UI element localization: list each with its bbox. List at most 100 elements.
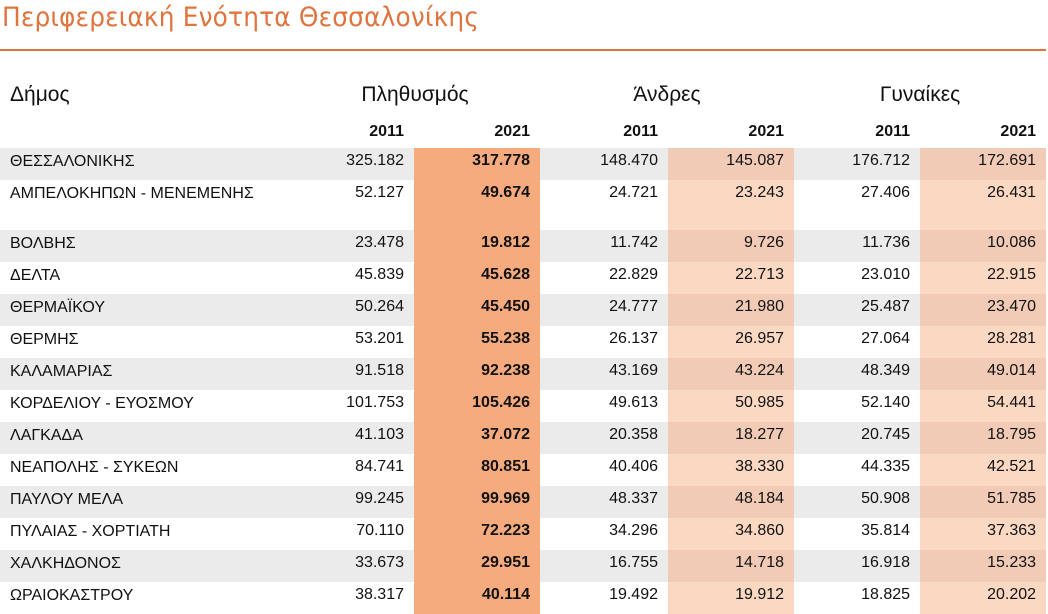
women-2011-cell: 11.736 (794, 230, 921, 262)
header-year: 2021 (748, 123, 785, 140)
women-2021-cell: 10.086 (920, 230, 1047, 262)
women-2011-cell: 50.908 (794, 486, 921, 518)
women-2021-cell: 23.470 (920, 294, 1047, 326)
women-2021-cell: 37.363 (920, 518, 1047, 550)
women-2021-cell: 172.691 (920, 148, 1047, 180)
municipality-cell: ΑΜΠΕΛΟΚΗΠΩΝ - ΜΕΝΕΜΕΝΗΣ (0, 180, 290, 230)
population-2021-cell: 80.851 (414, 454, 540, 486)
population-2021-cell: 37.072 (414, 422, 540, 454)
population-2011-cell: 23.478 (290, 230, 414, 262)
population-2011-cell: 101.753 (290, 390, 414, 422)
men-2021-cell: 14.718 (668, 550, 795, 582)
municipality-cell: ΠΥΛΑΙΑΣ - ΧΟΡΤΙΑΤΗ (0, 518, 290, 550)
table-row: ΠΑΥΛΟΥ ΜΕΛΑ 99.245 99.969 48.337 48.184 50.90… (0, 486, 1047, 518)
men-2021-cell: 38.330 (668, 454, 795, 486)
header-year: 2021 (1000, 123, 1037, 140)
population-2011-cell: 33.673 (290, 550, 414, 582)
men-2011-cell: 24.721 (540, 180, 668, 230)
header-year: 2011 (623, 123, 658, 140)
municipality-cell: ΠΑΥΛΟΥ ΜΕΛΑ (0, 486, 290, 518)
table-row: ΩΡΑΙΟΚΑΣΤΡΟΥ 38.317 40.114 19.492 19.912 18.8… (0, 582, 1047, 614)
header-municipality: Δήμος (10, 83, 70, 106)
women-2011-cell: 18.825 (794, 582, 921, 614)
header-year: 2011 (875, 123, 911, 140)
population-table: Δήμος Πληθυσμός Άνδρες Γυναίκες 2011 202… (0, 74, 1047, 614)
women-2011-cell: 52.140 (794, 390, 921, 422)
municipality-cell: ΩΡΑΙΟΚΑΣΤΡΟΥ (0, 582, 290, 614)
women-2011-cell: 27.406 (794, 180, 921, 230)
men-2011-cell: 48.337 (540, 486, 668, 518)
population-2021-cell: 105.426 (414, 390, 540, 422)
table-row: ΔΕΛΤΑ 45.839 45.628 22.829 22.713 23.010 22.91… (0, 262, 1047, 294)
municipality-cell: ΛΑΓΚΑΔΑ (0, 422, 290, 454)
population-2011-cell: 70.110 (290, 518, 414, 550)
table-row: ΧΑΛΚΗΔΟΝΟΣ 33.673 29.951 16.755 14.718 16.918… (0, 550, 1047, 582)
header-men: Άνδρες (633, 83, 701, 106)
population-2011-cell: 325.182 (290, 148, 414, 180)
women-2011-cell: 25.487 (794, 294, 921, 326)
header-blank (0, 116, 290, 148)
women-2021-cell: 26.431 (920, 180, 1047, 230)
population-2011-cell: 38.317 (290, 582, 414, 614)
population-2011-cell: 52.127 (290, 180, 414, 230)
population-2021-cell: 92.238 (414, 358, 540, 390)
women-2021-cell: 49.014 (920, 358, 1047, 390)
women-2021-cell: 18.795 (920, 422, 1047, 454)
women-2011-cell: 20.745 (794, 422, 921, 454)
table-row: ΑΜΠΕΛΟΚΗΠΩΝ - ΜΕΝΕΜΕΝΗΣ 52.127 49.674 24.72… (0, 180, 1047, 230)
municipality-cell: ΘΕΡΜΑΪΚΟΥ (0, 294, 290, 326)
women-2011-cell: 35.814 (794, 518, 921, 550)
year-header-row: 2011 2021 2011 2021 2011 2021 (0, 116, 1046, 148)
women-2021-cell: 20.202 (920, 582, 1047, 614)
population-2011-cell: 53.201 (290, 326, 414, 358)
table-row: ΘΕΣΣΑΛΟΝΙΚΗΣ 325.182 317.778 148.470 145.087… (0, 148, 1047, 180)
women-2011-cell: 176.712 (794, 148, 921, 180)
table-row: ΛΑΓΚΑΔΑ 41.103 37.072 20.358 18.277 20.745 18.… (0, 422, 1047, 454)
men-2011-cell: 16.755 (540, 550, 668, 582)
men-2021-cell: 9.726 (668, 230, 795, 262)
women-2021-cell: 51.785 (920, 486, 1047, 518)
group-header-row: Δήμος Πληθυσμός Άνδρες Γυναίκες (0, 74, 1046, 116)
municipality-cell: ΝΕΑΠΟΛΗΣ - ΣΥΚΕΩΝ (0, 454, 290, 486)
men-2011-cell: 11.742 (540, 230, 668, 262)
header-population: Πληθυσμός (361, 83, 469, 106)
men-2011-cell: 19.492 (540, 582, 668, 614)
population-2021-cell: 99.969 (414, 486, 540, 518)
women-2021-cell: 22.915 (920, 262, 1047, 294)
men-2011-cell: 43.169 (540, 358, 668, 390)
table-row: ΘΕΡΜΑΪΚΟΥ 50.264 45.450 24.777 21.980 25.487 2… (0, 294, 1047, 326)
men-2011-cell: 49.613 (540, 390, 668, 422)
table-row: ΚΑΛΑΜΑΡΙΑΣ 91.518 92.238 43.169 43.224 48.349… (0, 358, 1047, 390)
population-2021-cell: 19.812 (414, 230, 540, 262)
women-2021-cell: 54.441 (920, 390, 1047, 422)
men-2021-cell: 22.713 (668, 262, 795, 294)
municipality-cell: ΚΑΛΑΜΑΡΙΑΣ (0, 358, 290, 390)
men-2021-cell: 21.980 (668, 294, 795, 326)
table-body: ΘΕΣΣΑΛΟΝΙΚΗΣ 325.182 317.778 148.470 145.087… (0, 148, 1047, 614)
men-2011-cell: 40.406 (540, 454, 668, 486)
women-2011-cell: 48.349 (794, 358, 921, 390)
women-2011-cell: 27.064 (794, 326, 921, 358)
population-2011-cell: 84.741 (290, 454, 414, 486)
municipality-cell: ΔΕΛΤΑ (0, 262, 290, 294)
title-divider (0, 49, 1046, 51)
population-2011-cell: 50.264 (290, 294, 414, 326)
men-2011-cell: 148.470 (540, 148, 668, 180)
municipality-cell: ΒΟΛΒΗΣ (0, 230, 290, 262)
men-2021-cell: 50.985 (668, 390, 795, 422)
women-2021-cell: 15.233 (920, 550, 1047, 582)
page-title: Περιφερειακή Ενότητα Θεσσαλονίκης (2, 2, 480, 33)
table-row: ΒΟΛΒΗΣ 23.478 19.812 11.742 9.726 11.736 10.08… (0, 230, 1047, 262)
header-year: 2011 (369, 123, 404, 140)
women-2011-cell: 23.010 (794, 262, 921, 294)
women-2011-cell: 44.335 (794, 454, 921, 486)
men-2011-cell: 20.358 (540, 422, 668, 454)
men-2021-cell: 48.184 (668, 486, 795, 518)
table-row: ΘΕΡΜΗΣ 53.201 55.238 26.137 26.957 27.064 28.2… (0, 326, 1047, 358)
population-2011-cell: 91.518 (290, 358, 414, 390)
men-2021-cell: 19.912 (668, 582, 795, 614)
population-2021-cell: 72.223 (414, 518, 540, 550)
men-2021-cell: 18.277 (668, 422, 795, 454)
header-year: 2021 (494, 123, 530, 140)
women-2011-cell: 16.918 (794, 550, 921, 582)
